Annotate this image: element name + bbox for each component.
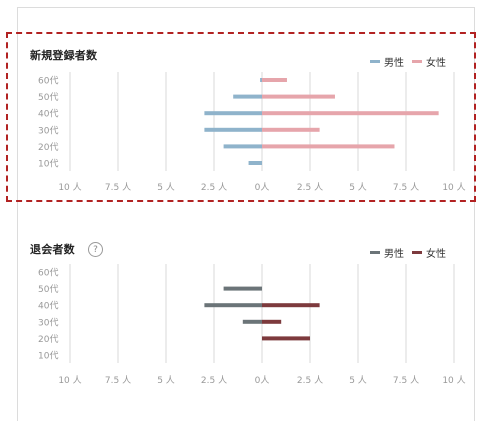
- chart2-legend: 男性 女性: [362, 245, 446, 260]
- category-label: 60代: [38, 268, 58, 279]
- bar-male[interactable]: [233, 94, 262, 99]
- bar-female[interactable]: [262, 127, 320, 132]
- x-tick-label: 5 人: [157, 182, 175, 193]
- bar-male[interactable]: [204, 111, 262, 116]
- bar-female[interactable]: [262, 336, 310, 341]
- category-label: 10代: [38, 351, 58, 362]
- bar-male[interactable]: [223, 144, 262, 149]
- bar-female[interactable]: [262, 94, 335, 99]
- x-tick-label: 5 人: [349, 375, 367, 386]
- x-tick-label: 0人: [255, 182, 270, 193]
- bar-female[interactable]: [262, 303, 320, 308]
- x-tick-label: 7.5 人: [105, 182, 131, 193]
- chart1-title: 新規登録者数: [30, 49, 98, 62]
- bar-female[interactable]: [262, 319, 282, 324]
- bar-female[interactable]: [262, 78, 287, 82]
- legend-item-male: 男性: [370, 245, 404, 260]
- x-tick-label: 7.5 人: [393, 375, 419, 386]
- bar-male[interactable]: [248, 161, 262, 165]
- bar-female[interactable]: [262, 144, 395, 149]
- legend-item-male: 男性: [370, 54, 404, 69]
- x-tick-label: 5 人: [157, 375, 175, 386]
- bar-male[interactable]: [260, 78, 262, 82]
- x-tick-label: 2.5 人: [297, 182, 323, 193]
- x-tick-label: 10 人: [442, 375, 465, 386]
- legend-swatch-male: [370, 251, 380, 254]
- x-tick-label: 0人: [255, 375, 270, 386]
- x-tick-label: 10 人: [58, 182, 81, 193]
- category-label: 50代: [38, 284, 58, 295]
- category-label: 40代: [38, 109, 58, 120]
- chart2-title: 退会者数: [30, 243, 75, 256]
- legend-label-male: 男性: [384, 58, 404, 69]
- category-label: 40代: [38, 301, 58, 312]
- x-tick-label: 7.5 人: [393, 182, 419, 193]
- x-tick-label: 2.5 人: [297, 375, 323, 386]
- category-label: 50代: [38, 92, 58, 103]
- bar-male[interactable]: [204, 303, 262, 308]
- bar-female[interactable]: [262, 111, 439, 116]
- x-tick-label: 7.5 人: [105, 375, 131, 386]
- legend-swatch-female: [412, 60, 422, 63]
- x-tick-label: 10 人: [442, 182, 465, 193]
- bar-male[interactable]: [204, 127, 262, 132]
- help-icon[interactable]: ?: [88, 242, 103, 257]
- bar-male[interactable]: [223, 286, 262, 291]
- stats-card: [17, 7, 475, 421]
- chart1-legend: 男性 女性: [362, 54, 446, 69]
- legend-swatch-female: [412, 251, 422, 254]
- x-tick-label: 10 人: [58, 375, 81, 386]
- legend-item-female: 女性: [412, 54, 446, 69]
- x-tick-label: 2.5 人: [201, 182, 227, 193]
- x-tick-label: 5 人: [349, 182, 367, 193]
- legend-label-female: 女性: [426, 249, 446, 260]
- legend-label-female: 女性: [426, 58, 446, 69]
- category-label: 30代: [38, 125, 58, 136]
- category-label: 20代: [38, 334, 58, 345]
- category-label: 30代: [38, 317, 58, 328]
- x-tick-label: 2.5 人: [201, 375, 227, 386]
- category-label: 10代: [38, 159, 58, 170]
- legend-swatch-male: [370, 60, 380, 63]
- legend-label-male: 男性: [384, 249, 404, 260]
- category-label: 20代: [38, 142, 58, 153]
- category-label: 60代: [38, 76, 58, 87]
- legend-item-female: 女性: [412, 245, 446, 260]
- bar-male[interactable]: [242, 319, 262, 324]
